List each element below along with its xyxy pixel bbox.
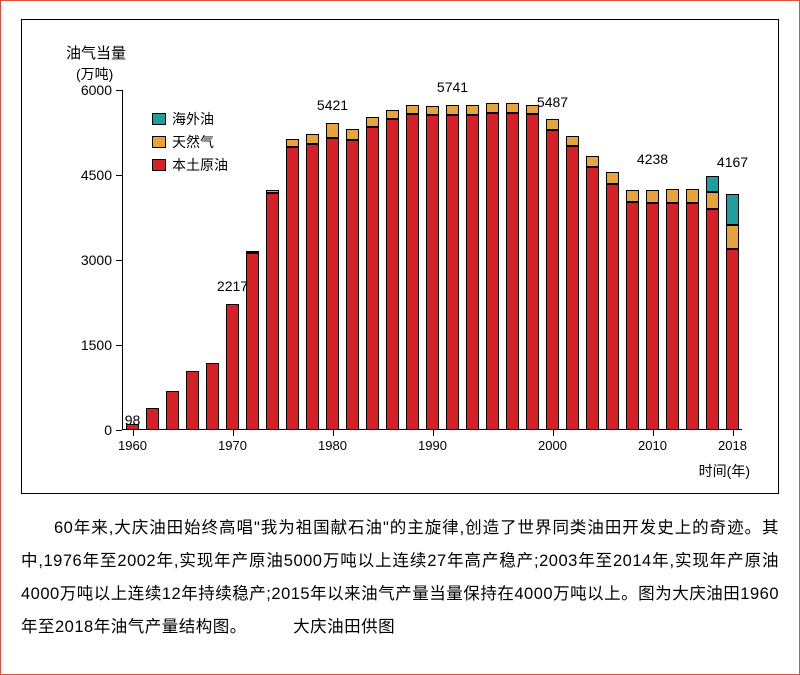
bar-seg-gas bbox=[246, 251, 259, 253]
x-axis-title: 时间(年) bbox=[699, 461, 750, 481]
y-tick-label: 4500 bbox=[81, 167, 112, 183]
bar-seg-oil bbox=[406, 114, 419, 430]
caption-text: 60年来,大庆油田始终高唱"我为祖国献石油"的主旋律,创造了世界同类油田开发史上… bbox=[21, 519, 779, 636]
bar-seg-oil bbox=[346, 140, 359, 430]
bar-seg-oil bbox=[686, 203, 699, 430]
callout-2018: 4167 bbox=[717, 154, 748, 170]
y-tick-label: 0 bbox=[104, 422, 112, 438]
bar-seg-oil bbox=[626, 202, 639, 430]
x-tick-label: 1960 bbox=[118, 438, 147, 453]
bar-seg-oil bbox=[566, 146, 579, 430]
x-tick bbox=[733, 430, 734, 436]
bar-seg-gas bbox=[726, 225, 739, 249]
bar-seg-gas bbox=[266, 190, 279, 193]
bar-seg-gas bbox=[306, 134, 319, 144]
x-tick bbox=[653, 430, 654, 436]
x-tick-label: 1970 bbox=[218, 438, 247, 453]
bar-seg-oil bbox=[306, 144, 319, 430]
bar-seg-gas bbox=[326, 123, 339, 138]
y-axis-title: 油气当量 bbox=[66, 42, 126, 63]
callout-1991: 5741 bbox=[437, 79, 468, 95]
figure-caption: 60年来,大庆油田始终高唱"我为祖国献石油"的主旋律,创造了世界同类油田开发史上… bbox=[21, 512, 779, 644]
bar-seg-oil bbox=[266, 193, 279, 430]
bar-seg-overseas bbox=[706, 176, 719, 192]
callout-1960: 98 bbox=[125, 412, 141, 428]
bar-seg-gas bbox=[426, 106, 439, 115]
bar-seg-gas bbox=[666, 189, 679, 204]
chart-box: 油气当量 (万吨) 时间(年) 海外油 天然气 本土原油 01500300045… bbox=[21, 19, 779, 494]
bar-seg-oil bbox=[606, 184, 619, 430]
bar-seg-gas bbox=[546, 119, 559, 130]
x-tick bbox=[233, 430, 234, 436]
bar-seg-gas bbox=[486, 103, 499, 113]
bar-seg-gas bbox=[286, 139, 299, 147]
x-tick-label: 1980 bbox=[318, 438, 347, 453]
callout-2000: 5487 bbox=[537, 94, 568, 110]
callout-2010: 4238 bbox=[637, 151, 668, 167]
bar-seg-oil bbox=[666, 203, 679, 430]
x-tick bbox=[133, 430, 134, 436]
bar-seg-oil bbox=[506, 113, 519, 430]
bar-seg-oil bbox=[706, 209, 719, 430]
bar-seg-gas bbox=[506, 103, 519, 113]
bar-seg-oil bbox=[546, 130, 559, 430]
bar-seg-gas bbox=[626, 190, 639, 202]
bar-seg-oil bbox=[366, 127, 379, 431]
bar-seg-oil bbox=[286, 147, 299, 430]
x-tick-label: 2018 bbox=[718, 438, 747, 453]
bar-seg-oil bbox=[226, 304, 239, 430]
bar-seg-oil bbox=[446, 115, 459, 430]
y-tick bbox=[116, 90, 122, 91]
bar-seg-gas bbox=[646, 190, 659, 203]
y-tick bbox=[116, 175, 122, 176]
bar-seg-oil bbox=[206, 363, 219, 430]
x-tick-label: 2000 bbox=[538, 438, 567, 453]
bar-seg-gas bbox=[566, 136, 579, 146]
bar-seg-oil bbox=[166, 391, 179, 430]
y-tick-label: 6000 bbox=[81, 82, 112, 98]
bar-seg-oil bbox=[466, 115, 479, 430]
x-tick bbox=[333, 430, 334, 436]
bars-layer bbox=[122, 90, 742, 430]
bar-seg-oil bbox=[646, 203, 659, 430]
bar-seg-gas bbox=[386, 110, 399, 119]
plot-area: 0150030004500600019601970198019902000201… bbox=[122, 90, 742, 430]
bar-seg-oil bbox=[426, 115, 439, 430]
y-tick-label: 3000 bbox=[81, 252, 112, 268]
y-tick bbox=[116, 260, 122, 261]
bar-seg-gas bbox=[446, 105, 459, 115]
bar-seg-overseas bbox=[726, 194, 739, 225]
bar-seg-gas bbox=[606, 172, 619, 184]
bar-seg-oil bbox=[326, 138, 339, 430]
bar-seg-gas bbox=[706, 192, 719, 209]
bar-seg-gas bbox=[466, 105, 479, 115]
bar-seg-oil bbox=[186, 371, 199, 431]
y-tick-label: 1500 bbox=[81, 337, 112, 353]
y-tick bbox=[116, 430, 122, 431]
callout-1980: 5421 bbox=[317, 97, 348, 113]
bar-seg-oil bbox=[386, 119, 399, 430]
bar-seg-gas bbox=[346, 129, 359, 140]
bar-seg-oil bbox=[526, 114, 539, 430]
x-tick bbox=[433, 430, 434, 436]
y-axis-unit: (万吨) bbox=[76, 64, 113, 84]
bar-seg-oil bbox=[146, 408, 159, 430]
x-tick bbox=[553, 430, 554, 436]
y-tick bbox=[116, 345, 122, 346]
bar-seg-oil bbox=[586, 167, 599, 430]
bar-seg-gas bbox=[406, 105, 419, 114]
x-tick-label: 1990 bbox=[418, 438, 447, 453]
x-tick-label: 2010 bbox=[638, 438, 667, 453]
bar-seg-gas bbox=[366, 117, 379, 127]
caption-credit: 大庆油田供图 bbox=[293, 611, 395, 644]
callout-1970: 2217 bbox=[217, 278, 248, 294]
figure-container: 油气当量 (万吨) 时间(年) 海外油 天然气 本土原油 01500300045… bbox=[0, 0, 800, 675]
bar-seg-oil bbox=[486, 113, 499, 430]
bar-seg-gas bbox=[686, 189, 699, 204]
bar-seg-oil bbox=[726, 249, 739, 430]
bar-seg-gas bbox=[586, 156, 599, 167]
